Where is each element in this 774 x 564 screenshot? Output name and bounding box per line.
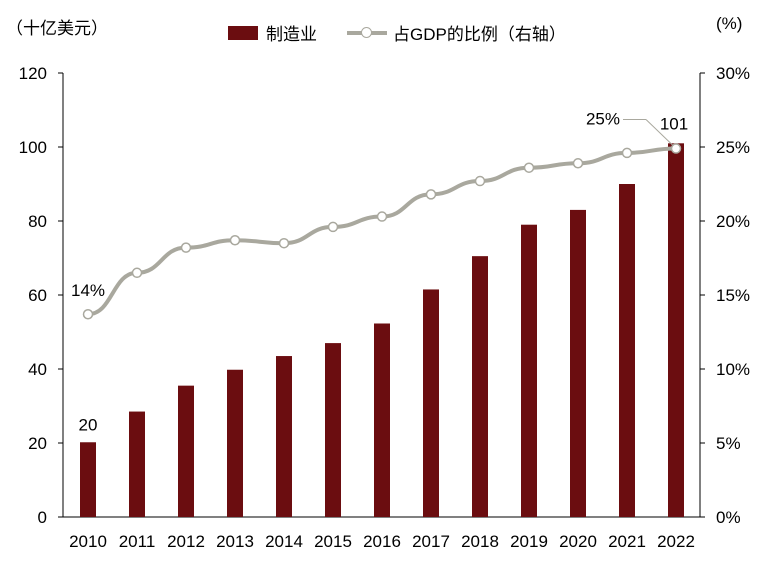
x-tick-label: 2018 [461,532,499,551]
line-point [229,234,241,246]
line-point [82,308,94,320]
line-point [327,221,339,233]
x-tick-label: 2012 [167,532,205,551]
line-point [474,175,486,187]
bar [668,143,684,518]
line-point [425,189,437,200]
bar [129,411,145,517]
left-tick-label: 120 [19,64,47,83]
left-tick-label: 20 [28,434,47,453]
bar [325,343,341,517]
bar [80,442,96,517]
right-tick-label: 10% [716,360,750,379]
legend-line-label: 占GDP的比例（右轴） [393,25,566,44]
legend-bar-swatch [228,25,258,40]
legend: 制造业 占GDP的比例（右轴） [228,20,596,45]
line-point [621,147,633,159]
gdp-share-path [87,146,677,317]
last-bar-label: 101 [660,114,688,133]
bar [619,184,635,517]
first-bar-label: 20 [79,415,98,434]
x-tick-label: 2020 [559,532,597,551]
line-point [523,162,535,173]
x-tick-label: 2017 [412,532,450,551]
bar [521,224,537,517]
legend-item-line: 占GDP的比例（右轴） [347,20,566,45]
x-tick-label: 2014 [265,532,303,551]
axes: 0 20 40 60 80 100 120 0% 5% 10% 15% 20% 25% 30% 2010 20… [19,64,750,551]
left-axis-unit: （十亿美元） [6,19,108,38]
line-point [180,242,192,253]
gdp-share-line [82,143,682,320]
x-tick-label: 2021 [608,532,646,551]
line-point [572,158,584,169]
right-axis-unit: (%) [716,14,743,33]
right-tick-label: 30% [716,64,750,83]
left-tick-label: 60 [28,286,47,305]
bar [374,323,390,517]
left-tick-label: 80 [28,212,47,231]
x-tick-label: 2019 [510,532,548,551]
bar [423,289,439,517]
bar [570,209,586,517]
x-tick-label: 2015 [314,532,352,551]
left-tick-label: 40 [28,360,47,379]
x-tick-label: 2011 [119,532,156,551]
right-tick-label: 25% [716,138,750,157]
bar [178,385,194,517]
labels: 20 101 14% 25% [71,109,688,434]
right-tick-label: 0% [716,508,741,527]
line-point [376,211,388,222]
right-tick-label: 20% [716,212,750,231]
x-tick-label: 2013 [216,532,254,551]
x-tick-label: 2022 [657,532,695,551]
line-point [131,267,143,279]
line-point [278,237,290,249]
legend-item-bar: 制造业 [228,20,317,45]
bar [472,256,488,517]
first-line-label: 14% [71,281,105,300]
left-tick-label: 0 [38,508,47,527]
bar [276,356,292,517]
line-point [670,143,682,154]
right-tick-label: 5% [716,434,741,453]
legend-bar-label: 制造业 [266,25,317,44]
left-tick-label: 100 [19,138,47,157]
x-tick-label: 2016 [363,532,401,551]
last-line-label: 25% [586,109,620,128]
bar [227,369,243,517]
bars [80,143,684,518]
last-line-leader [645,119,674,146]
legend-line-swatch [347,26,387,40]
x-tick-label: 2010 [69,532,107,551]
right-tick-label: 15% [716,286,750,305]
